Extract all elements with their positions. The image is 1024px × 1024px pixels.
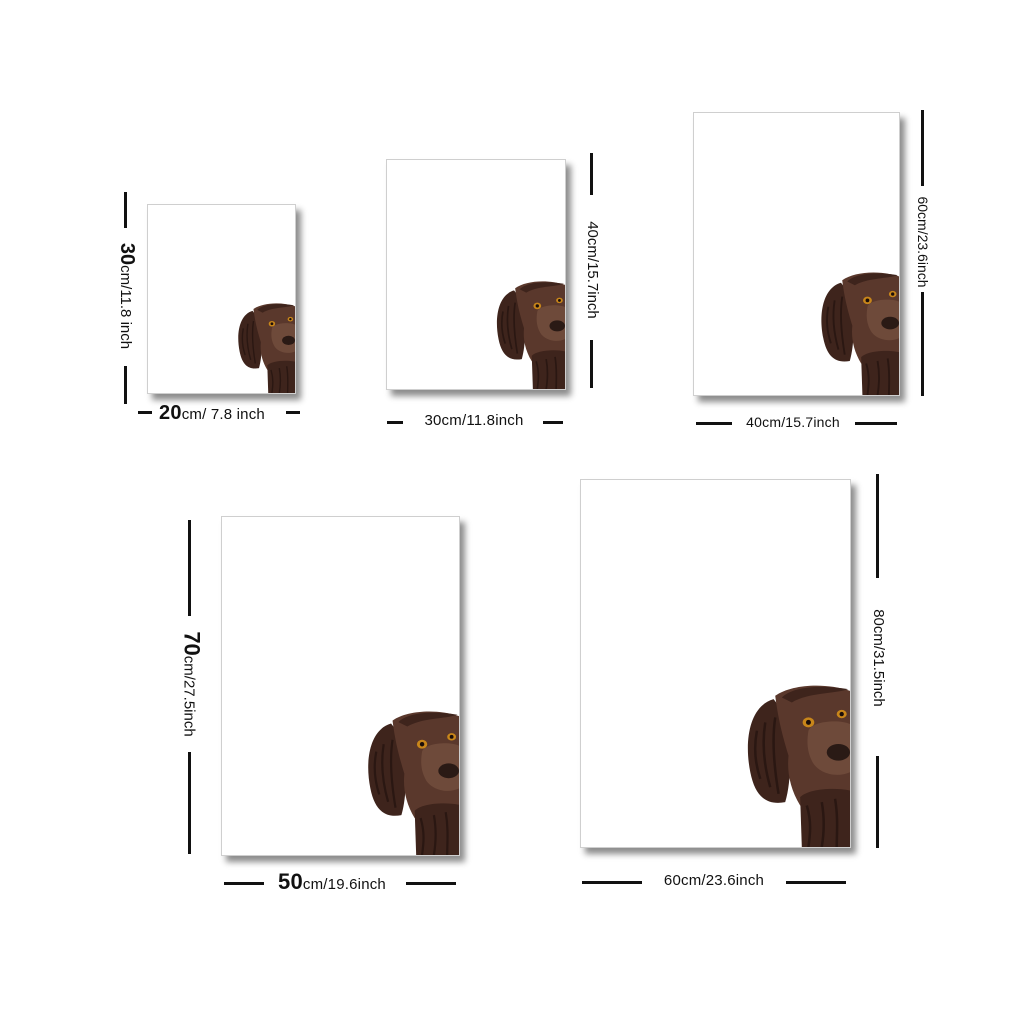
height-label-30x40: 40cm/15.7inch (584, 221, 601, 319)
width-line-left (387, 421, 403, 424)
height-line-top (921, 110, 924, 186)
width-label-40x60: 40cm/15.7inch (746, 414, 840, 430)
width-line-left (224, 882, 264, 885)
canvas-print-50x70 (221, 516, 460, 856)
dog-artwork (367, 710, 459, 855)
width-label-50x70: 50cm/19.6inch (278, 869, 386, 894)
width-line-right (855, 422, 897, 425)
height-label-20x30: 30cm/11.8 inch (116, 242, 138, 350)
width-line-left (138, 411, 152, 414)
height-label-40x60: 60cm/23.6inch (915, 196, 931, 288)
width-line-right (286, 411, 300, 414)
height-line-top (876, 474, 879, 578)
width-line-left (696, 422, 732, 425)
height-line-bottom (590, 340, 593, 388)
canvas-print-20x30 (147, 204, 296, 394)
width-line-right (543, 421, 563, 424)
width-label-30x40: 30cm/11.8inch (424, 412, 524, 429)
width-label-60x80: 60cm/23.6inch (663, 872, 765, 889)
height-line-top (124, 192, 127, 228)
height-line-bottom (124, 366, 127, 404)
height-label-50x70: 70cm/27.5inch (179, 631, 205, 737)
canvas-print-40x60 (693, 112, 900, 396)
dog-artwork (746, 684, 850, 847)
height-line-top (188, 520, 191, 616)
height-line-top (590, 153, 593, 195)
canvas-print-30x40 (386, 159, 566, 390)
width-line-right (406, 882, 456, 885)
width-line-right (786, 881, 846, 884)
height-line-bottom (188, 752, 191, 854)
height-line-bottom (876, 756, 879, 848)
dog-artwork (496, 280, 565, 389)
height-label-60x80: 80cm/31.5inch (870, 609, 887, 707)
dog-artwork (237, 302, 295, 393)
height-line-bottom (921, 292, 924, 396)
width-label-20x30: 20cm/ 7.8 inch (159, 402, 265, 424)
dog-artwork (820, 271, 899, 395)
width-line-left (582, 881, 642, 884)
canvas-print-60x80 (580, 479, 851, 848)
